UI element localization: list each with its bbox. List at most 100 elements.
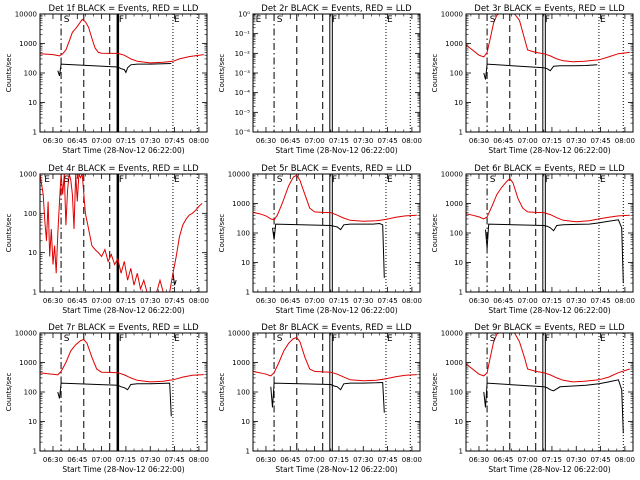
events-series-line [270,381,385,413]
y-tick-label: 10 [28,99,37,107]
marker-label: E [44,175,50,185]
y-tick-label: 1000 [19,40,37,48]
plot-frame [252,332,421,452]
detector-panel: Det 3r BLACK = Events, RED = LLD Counts/s… [431,4,635,155]
x-tick-label: 07:00 [305,137,325,145]
plot-frame [39,13,208,133]
x-tick-label: 07:30 [140,297,160,305]
marker-label: S [490,15,496,25]
plot-frame [252,173,421,293]
x-tick-label: 07:15 [542,297,562,305]
x-tick-label: 08:00 [402,137,422,145]
detector-panel: Det 1f BLACK = Events, RED = LLD Counts/s… [5,4,209,155]
y-tick-label: 10⁻⁴ [235,89,251,97]
y-tick-label: 10 [28,249,37,257]
y-tick-label: 1 [246,289,250,297]
plot-frame [39,173,208,293]
x-tick-label: 06:45 [67,297,87,305]
x-tick-label: 07:45 [164,297,184,305]
marker-label: S [64,334,70,344]
marker-label: F [119,334,124,344]
y-tick-label: 10000 [228,171,250,179]
x-axis-label: Start Time (28-Nov-12 06:22:00) [275,306,397,315]
plot-area [273,14,411,132]
panel-title: Det 2r BLACK = Events, RED = LLD [261,4,412,14]
plot-area [253,174,417,292]
plot-area [40,333,204,451]
marker-label: F [332,175,337,185]
x-axis-label: Start Time (28-Nov-12 06:22:00) [275,146,397,155]
y-tick-label: 1 [33,289,37,297]
y-tick-label: 10⁻³ [235,70,251,78]
panel-title: Det 3r BLACK = Events, RED = LLD [474,4,625,14]
plot-area [466,174,630,292]
x-tick-label: 07:30 [566,137,586,145]
x-tick-label: 07:45 [164,137,184,145]
marker-label: F [119,15,124,25]
y-tick-label: 10000 [441,171,463,179]
x-tick-label: 06:45 [280,456,300,464]
x-tick-label: 06:45 [280,137,300,145]
lld-series-line [40,18,204,64]
plot-area [40,14,204,132]
y-axis-label: Counts/sec [218,54,226,93]
panel-title: Det 4r BLACK = Events, RED = LLD [48,164,199,174]
x-tick-label: 07:45 [590,456,610,464]
events-series-line [483,379,624,434]
x-tick-label: 07:45 [164,456,184,464]
x-tick-label: 06:30 [43,456,63,464]
events-series-line [57,63,172,77]
detector-panel: Det 7r BLACK = Events, RED = LLD Counts/s… [5,323,209,474]
x-tick-label: 07:00 [518,297,538,305]
x-tick-label: 07:00 [92,137,112,145]
marker-label: S [64,15,70,25]
marker-label: S [277,15,283,25]
events-series-line [483,63,598,80]
y-tick-label: 10 [28,418,37,426]
x-tick-label: 06:45 [280,297,300,305]
x-tick-label: 06:45 [67,456,87,464]
detector-panel: Det 4r BLACK = Events, RED = LLD Counts/s… [5,164,209,315]
y-tick-label: 1000 [445,200,463,208]
x-tick-label: 07:45 [590,297,610,305]
y-tick-label: 1000 [445,40,463,48]
x-tick-label: 06:30 [256,456,276,464]
plot-area [40,174,203,292]
plot-frame [465,173,634,293]
x-tick-label: 07:45 [377,456,397,464]
marker-label: F [332,15,337,25]
marker-label: E [174,175,180,185]
y-tick-label: 100 [237,389,250,397]
marker-label: E [387,334,393,344]
detector-panel: Det 8r BLACK = Events, RED = LLD Counts/s… [218,323,422,474]
marker-label: S [277,175,283,185]
y-tick-label: 10 [454,418,463,426]
marker-label: S [64,175,70,185]
marker-label: F [545,175,550,185]
x-tick-label: 06:30 [256,137,276,145]
marker-label: F [332,334,337,344]
y-tick-label: 1 [459,448,463,456]
detector-panel: Det 6r BLACK = Events, RED = LLD Counts/s… [431,164,635,315]
x-tick-label: 08:00 [402,456,422,464]
x-tick-label: 06:30 [43,297,63,305]
y-tick-label: 1000 [445,359,463,367]
events-series-line [172,273,177,286]
x-tick-label: 07:15 [116,297,136,305]
y-tick-label: 100 [24,389,37,397]
y-tick-label: 100 [450,70,463,78]
y-tick-label: 10⁻⁶ [235,129,251,137]
marker-label: E [600,175,606,185]
x-tick-label: 08:00 [615,297,635,305]
y-tick-label: 1 [459,129,463,137]
y-tick-label: 10 [241,259,250,267]
x-tick-label: 07:00 [518,137,538,145]
x-tick-label: 07:00 [305,456,325,464]
panel-title: Det 6r BLACK = Events, RED = LLD [474,164,625,174]
y-tick-label: 1000 [19,359,37,367]
x-tick-label: 07:45 [377,137,397,145]
x-tick-label: 07:30 [140,456,160,464]
marker-label: F [545,15,550,25]
y-tick-label: 10000 [15,11,37,19]
lld-series-line [466,14,630,63]
